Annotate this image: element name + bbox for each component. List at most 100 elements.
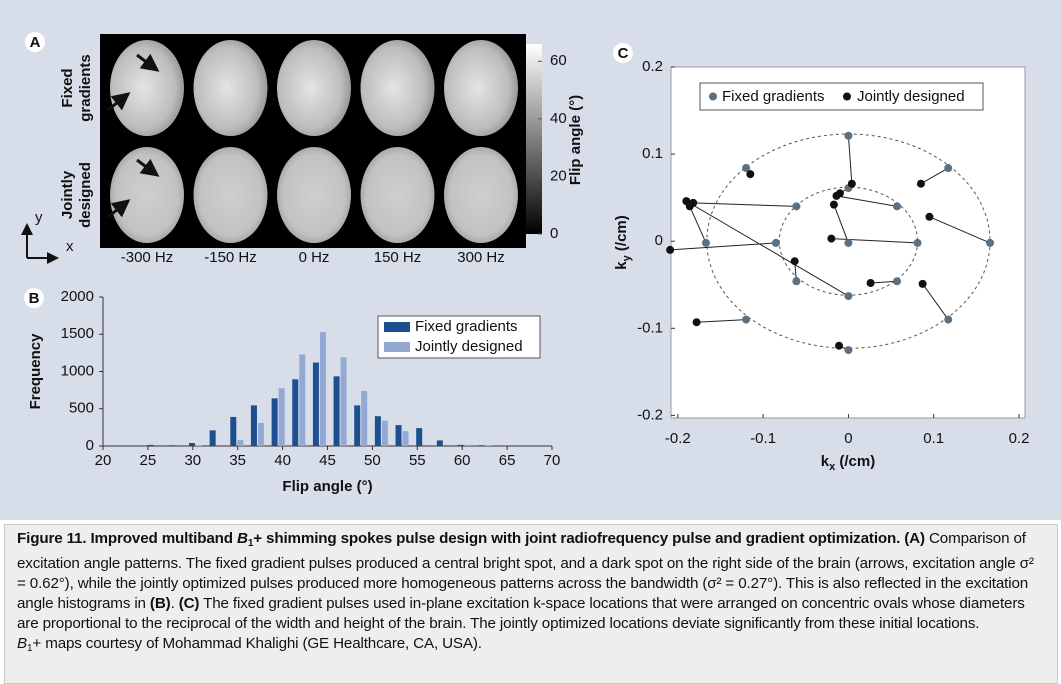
legend-label: Jointly designed bbox=[857, 88, 965, 105]
x-tick-label: 25 bbox=[140, 452, 157, 469]
bar bbox=[457, 444, 464, 446]
x-tick-label: 30 bbox=[184, 452, 201, 469]
bar bbox=[436, 440, 443, 446]
panel-letter: B bbox=[29, 290, 40, 307]
point bbox=[944, 164, 953, 173]
column-label: -150 Hz bbox=[204, 249, 257, 266]
bar bbox=[271, 398, 278, 446]
point bbox=[790, 257, 799, 266]
y-axis-label-part: k bbox=[613, 261, 630, 270]
colorbar-tick-label: 40 bbox=[550, 110, 567, 127]
trajectory-link bbox=[686, 200, 849, 297]
bar bbox=[188, 443, 195, 446]
bar bbox=[416, 428, 423, 446]
x-tick-label: 60 bbox=[454, 452, 471, 469]
x-tick-label: 40 bbox=[274, 452, 291, 469]
caption-text: + maps courtesy of Mohammad Khalighi (GE… bbox=[32, 635, 482, 652]
point bbox=[827, 234, 836, 243]
axis-icon-x: x bbox=[66, 238, 74, 255]
column-label: 150 Hz bbox=[374, 249, 422, 266]
y-tick-label: 1500 bbox=[61, 325, 94, 342]
caption-text: The fixed gradient pulses used in-plane … bbox=[17, 595, 1025, 632]
y-tick-label: 0.1 bbox=[642, 145, 663, 162]
bar bbox=[478, 445, 485, 446]
x-tick-label: 0 bbox=[844, 430, 852, 447]
legend-marker bbox=[843, 92, 851, 101]
caption-text: (B) bbox=[149, 595, 171, 612]
caption-text: 1 bbox=[26, 643, 33, 654]
bar bbox=[312, 362, 319, 446]
legend-marker bbox=[709, 92, 717, 101]
caption-text: 1 bbox=[247, 538, 254, 549]
colorbar-label: Flip angle (°) bbox=[567, 95, 584, 185]
legend-label: Jointly designed bbox=[415, 338, 523, 355]
point bbox=[844, 346, 853, 355]
point bbox=[844, 238, 853, 247]
figure-panels: y x A -300 Hz -150 Hz 0 Hz 150 Hz 300 Hz Fixe… bbox=[0, 0, 1061, 520]
bar bbox=[361, 390, 368, 446]
axis-icon-y: y bbox=[35, 209, 43, 226]
y-axis-label: Frequency bbox=[27, 333, 44, 410]
legend-swatch bbox=[384, 342, 410, 352]
y-tick-label: 0 bbox=[655, 232, 663, 249]
point bbox=[792, 277, 801, 286]
point bbox=[925, 212, 934, 221]
bar bbox=[354, 405, 361, 446]
x-axis-label-part: (/cm) bbox=[835, 453, 875, 470]
trajectory-link bbox=[920, 167, 949, 185]
row-label: Fixedgradients bbox=[59, 54, 94, 122]
point bbox=[792, 202, 801, 211]
colorbar bbox=[526, 44, 542, 234]
point bbox=[771, 238, 780, 247]
caption: Figure 11. Improved multiband B1+ shimmi… bbox=[4, 524, 1058, 684]
point bbox=[844, 131, 853, 140]
caption-text: Comparison of excitation angle patterns.… bbox=[17, 530, 1034, 612]
point bbox=[666, 245, 675, 254]
brain-map bbox=[193, 147, 268, 243]
brain-map bbox=[193, 40, 268, 136]
bar bbox=[250, 405, 257, 446]
brain-map bbox=[110, 147, 184, 243]
row-label-line: Jointly bbox=[59, 170, 76, 219]
bar bbox=[319, 332, 326, 446]
trajectory-link bbox=[847, 135, 853, 184]
legend-box bbox=[699, 82, 984, 111]
panel-letter: C bbox=[618, 45, 629, 62]
bar bbox=[333, 376, 340, 446]
point bbox=[893, 202, 902, 211]
column-label: 0 Hz bbox=[299, 249, 330, 266]
x-tick-label: 35 bbox=[229, 452, 246, 469]
point bbox=[746, 170, 755, 179]
x-tick-label: 20 bbox=[95, 452, 112, 469]
trajectory-link bbox=[696, 319, 747, 323]
point bbox=[701, 238, 710, 247]
bar bbox=[374, 416, 381, 446]
brain-map bbox=[360, 147, 435, 243]
brain-map bbox=[277, 40, 351, 136]
bar bbox=[168, 445, 175, 446]
colorbar-tick-label: 20 bbox=[550, 167, 567, 184]
point bbox=[847, 179, 856, 188]
caption-text: Figure 11. Improved multiband bbox=[17, 530, 237, 547]
brain-map bbox=[444, 147, 518, 243]
y-axis-label: ky (/cm) bbox=[613, 215, 633, 269]
bar bbox=[381, 420, 388, 446]
x-axis-label: kx (/cm) bbox=[821, 453, 875, 473]
arrows bbox=[107, 53, 160, 219]
caption-text: B bbox=[236, 530, 248, 547]
y-axis-label-part: (/cm) bbox=[613, 215, 630, 255]
trajectory-link bbox=[689, 206, 707, 244]
row-label: Jointlydesigned bbox=[59, 162, 94, 228]
point bbox=[742, 164, 751, 173]
point bbox=[832, 191, 841, 200]
caption-text: + shimming spokes pulse design with join… bbox=[253, 530, 925, 547]
brain-map bbox=[277, 147, 351, 243]
bar bbox=[340, 357, 347, 446]
panel-badge bbox=[613, 43, 633, 63]
point bbox=[835, 341, 844, 350]
point bbox=[844, 292, 853, 301]
x-tick-label: 0.1 bbox=[923, 430, 944, 447]
bar bbox=[299, 354, 306, 446]
y-tick-label: -0.1 bbox=[637, 319, 663, 336]
